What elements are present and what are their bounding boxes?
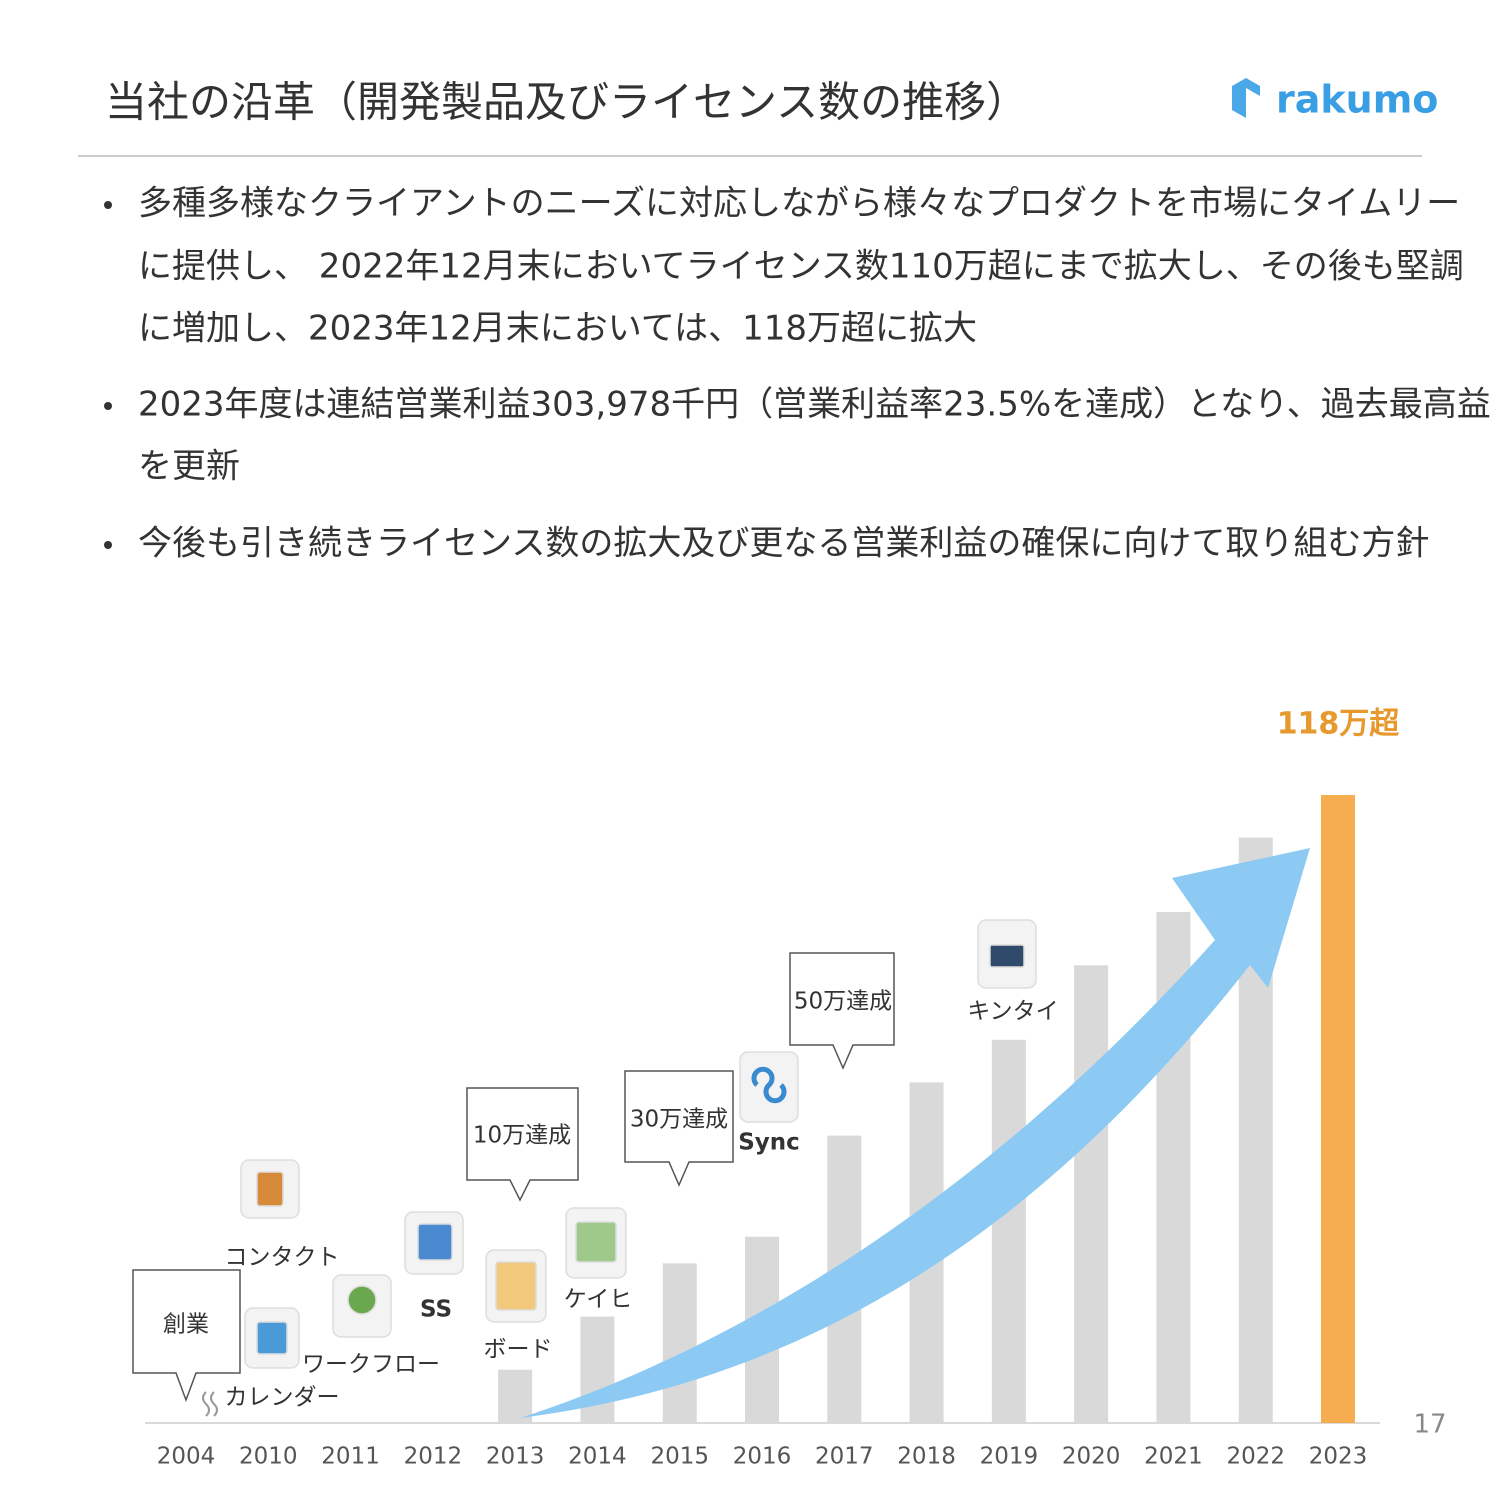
bullet-text: に増加し、2023年12月末においては、118万超に拡大 [138, 309, 977, 349]
value-label: 118万超 [1277, 707, 1401, 742]
bar [991, 1039, 1026, 1423]
x-tick-label: 2017 [815, 1444, 874, 1470]
icon [256, 1171, 284, 1207]
logo-icon [1232, 78, 1260, 118]
product-label: Sync [738, 1130, 800, 1156]
callout-box [624, 1070, 734, 1187]
callout-box [132, 1269, 241, 1403]
bar [498, 1369, 533, 1423]
product-label: ボード [484, 1337, 553, 1363]
product-label: キンタイ [967, 999, 1058, 1025]
callout-text: 50万達成 [794, 989, 892, 1015]
bar [662, 1263, 697, 1423]
x-tick-label: 2012 [404, 1444, 463, 1470]
bullet-dot [104, 201, 112, 209]
x-tick-label: 2011 [321, 1444, 380, 1470]
x-tick-label: 2023 [1309, 1444, 1368, 1470]
x-tick-label: 2013 [486, 1444, 545, 1470]
bullet-dot [104, 402, 112, 410]
bar [1321, 795, 1355, 1423]
bullet-text: に提供し、 2022年12月末においてライセンス数110万超にまで拡大し、その後… [138, 247, 1464, 287]
bullet-text: 2023年度は連結営業利益303,978千円（営業利益率23.5%を達成）となり… [138, 385, 1491, 425]
growth-arrow [520, 848, 1310, 1418]
x-tick-label: 2016 [733, 1444, 792, 1470]
x-tick-label: 2022 [1226, 1444, 1285, 1470]
x-tick-label: 2021 [1144, 1444, 1203, 1470]
bullet-text: を更新 [138, 447, 240, 487]
product-label: SS [420, 1297, 452, 1323]
x-tick-label: 2020 [1062, 1444, 1121, 1470]
callout-box [789, 952, 895, 1070]
x-tick-label: 2010 [239, 1444, 298, 1470]
bullet-text: 多種多様なクライアントのニーズに対応しながら様々なプロダクトを市場にタイムリー [138, 184, 1460, 224]
icon [256, 1321, 288, 1355]
bullet-text: 今後も引き続きライセンス数の拡大及び更なる営業利益の確保に向けて取り組む方針 [138, 524, 1429, 564]
callout-box [466, 1087, 579, 1202]
callout-text: 30万達成 [630, 1107, 728, 1133]
x-tick-label: 2015 [650, 1444, 709, 1470]
x-tick-label: 2004 [157, 1444, 216, 1470]
logo-text: rakumo [1276, 78, 1438, 122]
axis-break [202, 1391, 218, 1417]
x-tick-label: 2018 [897, 1444, 956, 1470]
icon [751, 1066, 787, 1104]
page-number: 17 [1413, 1410, 1446, 1440]
bullet-dot [104, 541, 112, 549]
icon [495, 1261, 537, 1311]
icon [417, 1223, 453, 1261]
product-label: ケイヒ [564, 1287, 633, 1313]
bullet-list: 多種多様なクライアントのニーズに対応しながら様々なプロダクトを市場にタイムリーに… [104, 184, 1491, 564]
x-tick-label: 2019 [980, 1444, 1039, 1470]
product-label: コンタクト [225, 1245, 340, 1271]
callout-text: 創業 [163, 1312, 209, 1338]
logo: rakumo [1232, 78, 1438, 122]
product-label: カレンダー [225, 1385, 340, 1411]
bar [1074, 965, 1109, 1423]
icon [989, 944, 1025, 968]
icon [347, 1285, 377, 1315]
callouts [132, 952, 895, 1403]
callout-text: 10万達成 [473, 1123, 571, 1149]
slide-title: 当社の沿革（開発製品及びライセンス数の推移） [105, 78, 1028, 127]
product-icons [240, 919, 1037, 1369]
product-label: ワークフロー [302, 1352, 440, 1378]
icon [575, 1221, 617, 1263]
x-tick-label: 2014 [568, 1444, 627, 1470]
